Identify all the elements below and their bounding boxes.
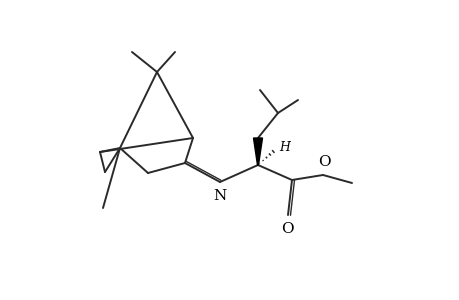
Text: H: H bbox=[279, 140, 289, 154]
Text: O: O bbox=[317, 155, 330, 169]
Text: O: O bbox=[280, 222, 293, 236]
Polygon shape bbox=[253, 138, 262, 165]
Text: N: N bbox=[213, 189, 226, 203]
